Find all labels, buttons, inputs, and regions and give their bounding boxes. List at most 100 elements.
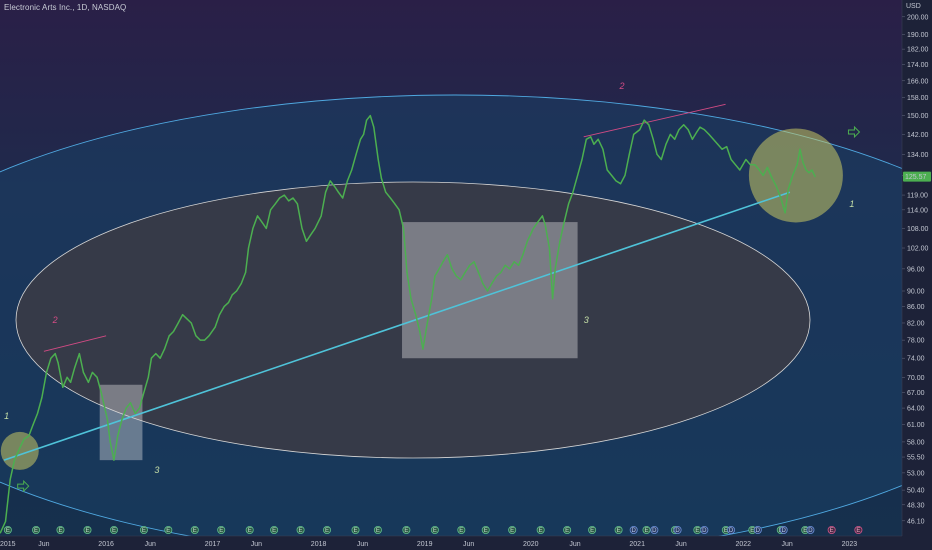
price-point-159: [687, 128, 689, 131]
dividend-badge-2: [650, 526, 659, 535]
price-point-9: [41, 396, 43, 399]
earnings-badge-label-12: E: [299, 528, 303, 534]
price-point-7: [32, 423, 34, 426]
price-point-184: [796, 164, 798, 166]
last-price-label: 125.57: [905, 174, 927, 181]
price-point-91: [394, 203, 396, 205]
earnings-badge-21: [536, 526, 545, 535]
price-point-190: [814, 176, 816, 178]
x-tick-label-15: Jun: [782, 541, 793, 548]
earnings-badge-label-20: E: [510, 528, 514, 534]
x-tick-label-13: Jun: [675, 541, 686, 548]
price-point-88: [380, 177, 382, 179]
earnings-badge-19: [481, 526, 490, 535]
price-point-120: [517, 264, 520, 266]
price-point-175: [758, 169, 760, 171]
earnings-badge-label-7: E: [166, 528, 170, 534]
price-point-136: [585, 138, 587, 140]
price-point-80: [351, 169, 353, 171]
price-point-50: [218, 314, 221, 316]
price-point-166: [717, 143, 719, 145]
y-tick-label-20: 119.00: [907, 193, 928, 200]
price-point-12: [54, 353, 56, 355]
price-point-106: [455, 275, 457, 277]
price-point-41: [177, 322, 179, 324]
price-point-149: [643, 119, 645, 121]
price-point-109: [469, 264, 471, 266]
price-point-100: [431, 298, 433, 300]
price-point-156: [674, 138, 676, 140]
earnings-badge-3: [56, 526, 65, 535]
price-point-2: [9, 478, 11, 481]
dividend-badge-label-8: D: [808, 528, 813, 534]
price-point-186: [802, 161, 804, 163]
price-point-158: [683, 124, 685, 126]
earnings-badge-label-33: E: [856, 528, 860, 534]
channel-line-2: [583, 103, 726, 138]
y-tick-label-5: 55.50: [907, 455, 925, 462]
x-tick-label-14: 2022: [735, 541, 751, 548]
dividend-badge-label-2: D: [652, 528, 657, 534]
price-point-114: [491, 282, 493, 285]
price-point-45: [195, 335, 197, 337]
dividend-badge-6: [753, 526, 762, 535]
price-point-104: [446, 254, 448, 256]
price-point-39: [168, 335, 170, 337]
price-point-56: [245, 271, 247, 274]
x-tick-label-6: 2018: [311, 541, 327, 548]
price-point-59: [256, 215, 259, 217]
price-point-171: [739, 169, 741, 171]
earnings-badge-label-19: E: [484, 528, 488, 534]
price-point-172: [745, 158, 747, 161]
price-point-58: [252, 227, 254, 229]
earnings-badge-5: [109, 526, 118, 535]
price-point-68: [296, 203, 298, 205]
price-point-67: [292, 197, 294, 199]
price-point-5: [23, 438, 25, 440]
price-point-165: [712, 138, 714, 140]
y-tick-label-13: 82.00: [907, 320, 925, 327]
y-tick-label-24: 150.00: [907, 113, 929, 120]
earnings-badge-label-3: E: [58, 528, 62, 534]
earnings-badge-label-14: E: [354, 528, 358, 534]
earnings-badge-label-2: E: [34, 528, 38, 534]
y-tick-label-12: 78.00: [907, 338, 925, 345]
y-tick-label-9: 67.00: [907, 390, 925, 397]
y-tick-label-26: 166.00: [907, 78, 929, 85]
price-point-23: [100, 391, 102, 393]
price-point-152: [656, 153, 658, 155]
price-point-34: [147, 376, 149, 378]
price-point-133: [572, 191, 574, 193]
y-tick-label-16: 96.00: [907, 266, 925, 273]
price-point-36: [155, 353, 157, 355]
price-point-90: [389, 197, 391, 199]
price-point-170: [734, 164, 737, 166]
y-tick-label-8: 64.00: [907, 406, 925, 413]
price-point-151: [652, 138, 654, 140]
y-axis-panel: [902, 0, 932, 550]
price-point-63: [274, 203, 276, 205]
earnings-badge-label-25: E: [644, 528, 648, 534]
price-point-55: [240, 282, 242, 285]
x-tick-label-7: Jun: [357, 541, 368, 548]
earnings-badge-label-10: E: [248, 528, 252, 534]
earnings-badge-15: [373, 526, 382, 535]
price-point-99: [426, 322, 428, 324]
earnings-badge-label-32: E: [830, 528, 834, 534]
price-point-66: [288, 200, 290, 202]
price-point-51: [223, 306, 225, 308]
price-point-154: [665, 143, 667, 145]
price-point-77: [337, 191, 339, 193]
price-point-137: [590, 136, 592, 138]
earnings-badge-label-23: E: [590, 528, 594, 534]
earnings-badge-23: [588, 526, 597, 535]
earnings-badge-label-31: E: [803, 528, 807, 534]
earnings-badge-14: [351, 526, 360, 535]
earnings-badge-11: [270, 526, 279, 535]
price-point-97: [419, 330, 421, 333]
price-point-101: [434, 275, 436, 277]
x-tick-label-2: 2016: [98, 541, 114, 548]
y-tick-label-23: 142.00: [907, 132, 929, 139]
price-point-57: [247, 247, 250, 249]
